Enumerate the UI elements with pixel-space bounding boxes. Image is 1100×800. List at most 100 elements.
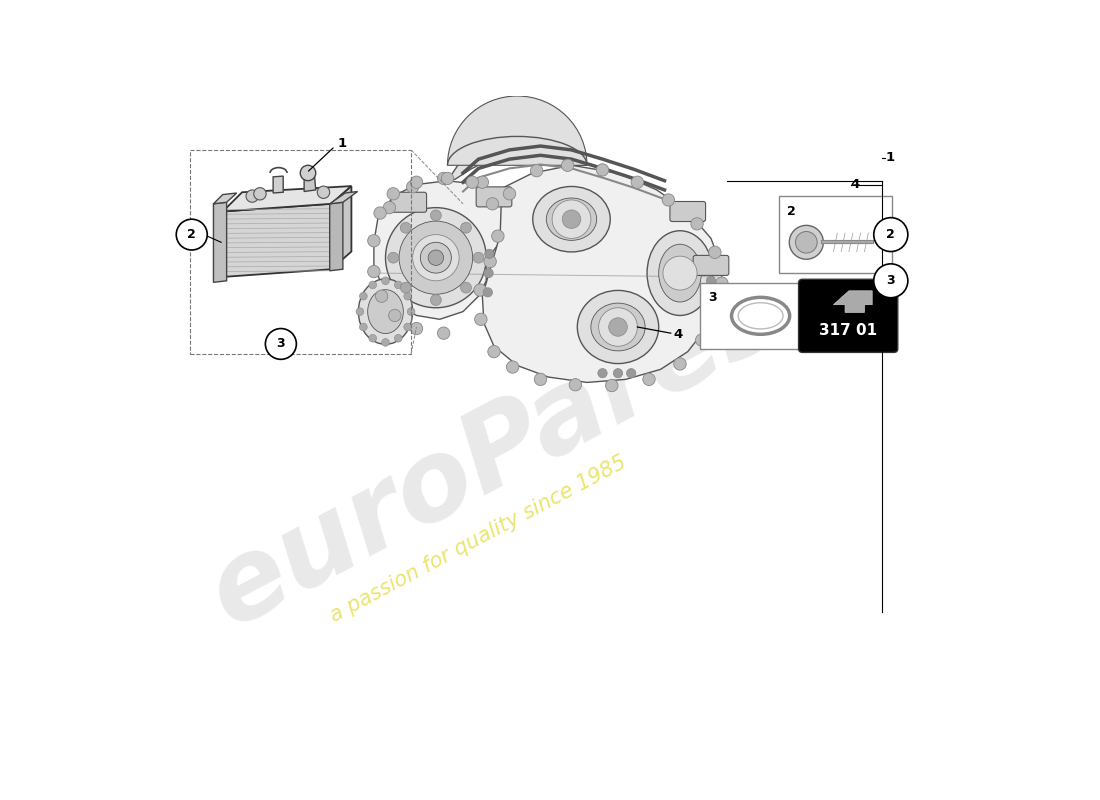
Circle shape bbox=[706, 314, 716, 324]
Circle shape bbox=[388, 252, 398, 263]
Circle shape bbox=[598, 369, 607, 378]
Polygon shape bbox=[222, 204, 331, 277]
FancyBboxPatch shape bbox=[670, 202, 705, 222]
Circle shape bbox=[598, 308, 637, 346]
Text: 3: 3 bbox=[708, 291, 716, 304]
Circle shape bbox=[795, 231, 817, 253]
Circle shape bbox=[382, 277, 389, 285]
Ellipse shape bbox=[367, 290, 404, 334]
Circle shape bbox=[606, 379, 618, 392]
Ellipse shape bbox=[399, 221, 473, 294]
Circle shape bbox=[535, 373, 547, 386]
Circle shape bbox=[441, 172, 453, 185]
FancyBboxPatch shape bbox=[779, 196, 892, 273]
Text: 2: 2 bbox=[786, 206, 795, 218]
Circle shape bbox=[706, 295, 716, 305]
Circle shape bbox=[608, 318, 627, 336]
Circle shape bbox=[561, 159, 574, 171]
FancyBboxPatch shape bbox=[390, 192, 427, 212]
Circle shape bbox=[706, 276, 716, 286]
Circle shape bbox=[360, 292, 367, 300]
Circle shape bbox=[614, 369, 623, 378]
Circle shape bbox=[552, 200, 591, 238]
Polygon shape bbox=[374, 181, 509, 319]
Circle shape bbox=[631, 176, 644, 188]
Polygon shape bbox=[304, 172, 316, 191]
Circle shape bbox=[428, 250, 443, 266]
Polygon shape bbox=[213, 193, 236, 204]
Circle shape bbox=[506, 361, 519, 373]
Ellipse shape bbox=[578, 290, 659, 363]
Text: 1: 1 bbox=[338, 138, 346, 150]
Circle shape bbox=[265, 329, 296, 359]
Circle shape bbox=[176, 219, 207, 250]
Circle shape bbox=[410, 176, 422, 188]
Circle shape bbox=[708, 307, 722, 319]
Circle shape bbox=[562, 210, 581, 229]
Circle shape bbox=[484, 269, 493, 278]
Ellipse shape bbox=[647, 230, 713, 315]
Circle shape bbox=[404, 292, 411, 300]
Polygon shape bbox=[483, 166, 723, 382]
Circle shape bbox=[430, 210, 441, 221]
Circle shape bbox=[596, 164, 608, 176]
Text: 4: 4 bbox=[674, 328, 683, 341]
Circle shape bbox=[367, 234, 381, 247]
Circle shape bbox=[360, 323, 367, 331]
Circle shape bbox=[662, 194, 674, 206]
Circle shape bbox=[246, 190, 258, 202]
Text: 4: 4 bbox=[850, 178, 860, 191]
Text: 3: 3 bbox=[276, 338, 285, 350]
Text: 2: 2 bbox=[887, 228, 895, 241]
Circle shape bbox=[483, 288, 493, 297]
Circle shape bbox=[438, 172, 450, 185]
Polygon shape bbox=[273, 176, 283, 193]
Ellipse shape bbox=[385, 208, 486, 308]
Circle shape bbox=[474, 313, 487, 326]
Circle shape bbox=[406, 181, 419, 193]
Circle shape bbox=[487, 346, 500, 358]
Circle shape bbox=[400, 282, 411, 293]
Ellipse shape bbox=[359, 279, 412, 344]
Circle shape bbox=[790, 226, 824, 259]
Polygon shape bbox=[222, 186, 351, 211]
Circle shape bbox=[466, 176, 478, 188]
Circle shape bbox=[474, 284, 486, 296]
Text: 2: 2 bbox=[187, 228, 196, 241]
Circle shape bbox=[395, 281, 403, 289]
Ellipse shape bbox=[412, 234, 459, 281]
Ellipse shape bbox=[659, 244, 702, 302]
Text: euroPares: euroPares bbox=[191, 258, 800, 649]
Circle shape bbox=[716, 277, 728, 290]
Circle shape bbox=[317, 186, 330, 198]
FancyBboxPatch shape bbox=[476, 187, 512, 207]
Circle shape bbox=[395, 334, 403, 342]
Circle shape bbox=[383, 202, 396, 214]
Circle shape bbox=[484, 255, 496, 268]
Circle shape bbox=[674, 358, 686, 370]
Circle shape bbox=[461, 222, 472, 233]
Circle shape bbox=[461, 282, 472, 293]
Circle shape bbox=[410, 322, 422, 334]
FancyBboxPatch shape bbox=[700, 283, 801, 349]
Circle shape bbox=[492, 230, 504, 242]
Polygon shape bbox=[330, 191, 358, 204]
Circle shape bbox=[695, 334, 708, 346]
Polygon shape bbox=[330, 202, 343, 270]
Circle shape bbox=[486, 198, 498, 210]
Circle shape bbox=[663, 256, 697, 290]
Text: a passion for quality since 1985: a passion for quality since 1985 bbox=[327, 453, 630, 626]
Circle shape bbox=[530, 165, 542, 177]
Circle shape bbox=[430, 294, 441, 306]
Circle shape bbox=[627, 369, 636, 378]
Circle shape bbox=[438, 327, 450, 339]
Circle shape bbox=[873, 218, 908, 251]
Wedge shape bbox=[448, 96, 587, 166]
Polygon shape bbox=[331, 186, 351, 270]
Circle shape bbox=[476, 176, 488, 188]
Circle shape bbox=[387, 188, 399, 200]
Circle shape bbox=[374, 207, 386, 219]
Text: 1: 1 bbox=[886, 151, 894, 164]
Text: 317 01: 317 01 bbox=[820, 322, 877, 338]
Circle shape bbox=[388, 310, 401, 322]
